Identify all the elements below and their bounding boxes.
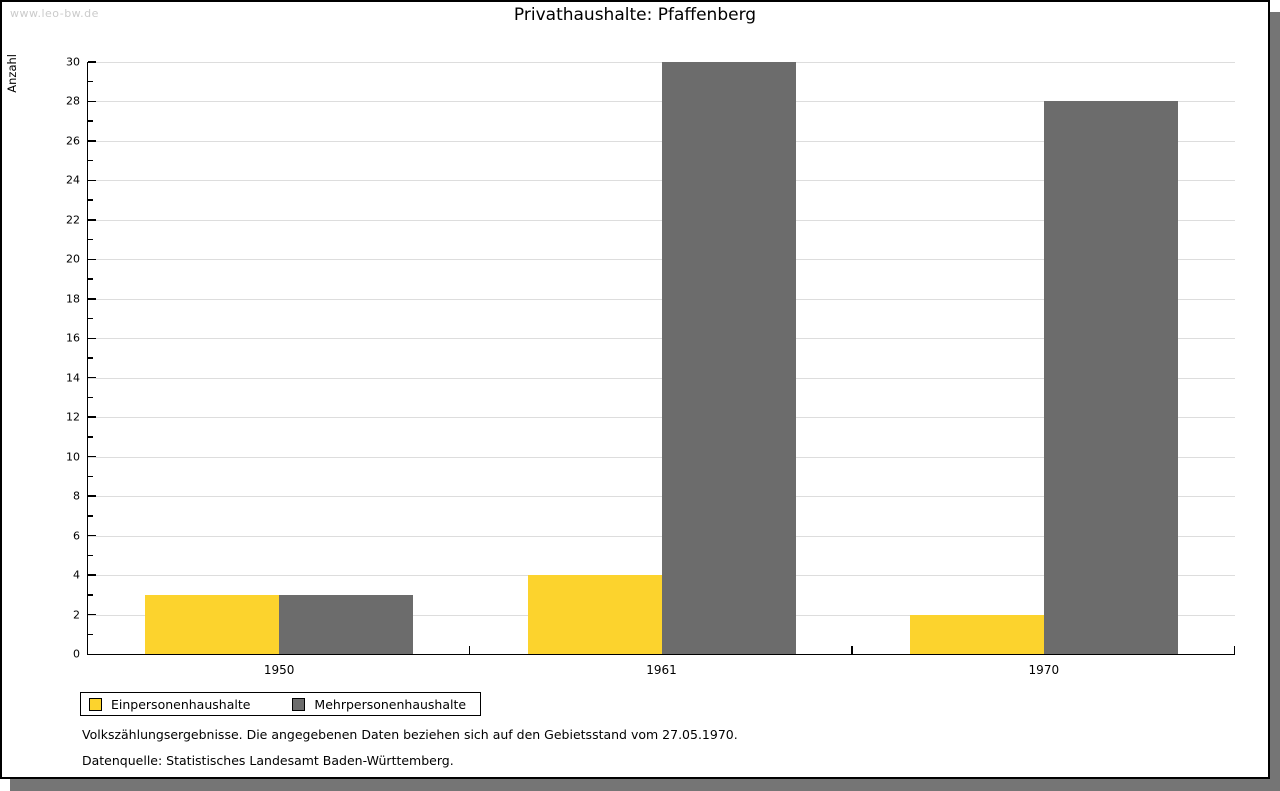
x-axis-tick bbox=[1233, 646, 1235, 654]
y-axis-tick bbox=[88, 416, 96, 418]
x-axis-tick bbox=[851, 646, 853, 654]
y-axis-tick-label: 14 bbox=[66, 371, 80, 385]
y-axis-tick bbox=[88, 495, 96, 497]
x-axis-tick bbox=[468, 646, 471, 654]
y-axis-tick bbox=[88, 554, 93, 557]
y-axis-tick bbox=[88, 100, 96, 103]
y-axis-tick-label: 24 bbox=[66, 173, 80, 187]
y-axis-tick bbox=[88, 199, 93, 201]
y-axis-tick-label: 0 bbox=[73, 647, 80, 661]
y-axis-tick-label: 8 bbox=[73, 489, 80, 503]
y-axis-tick bbox=[88, 436, 93, 438]
y-axis-tick-label: 20 bbox=[66, 252, 80, 266]
y-axis-tick-label: 28 bbox=[66, 94, 80, 108]
y-axis-tick bbox=[88, 80, 93, 83]
y-axis-tick bbox=[88, 594, 93, 596]
bar-1950-einpersonen bbox=[145, 594, 280, 654]
y-axis-tick bbox=[88, 120, 93, 122]
footnote-gebietsstand: Volkszählungsergebnisse. Die angegebenen… bbox=[82, 727, 738, 742]
x-axis-label: 1970 bbox=[1028, 663, 1060, 677]
y-axis-tick-label: 6 bbox=[73, 529, 80, 543]
y-axis-tick bbox=[88, 159, 93, 162]
legend: Einpersonenhaushalte Mehrpersonenhaushal… bbox=[80, 692, 482, 716]
y-axis-tick bbox=[88, 455, 96, 458]
y-axis-tick bbox=[88, 534, 96, 537]
y-axis-tick bbox=[88, 337, 96, 340]
y-axis-tick bbox=[88, 238, 93, 241]
y-axis-tick-label: 4 bbox=[73, 568, 80, 582]
footnote-datenquelle: Datenquelle: Statistisches Landesamt Bad… bbox=[82, 753, 454, 768]
y-axis-tick bbox=[88, 357, 93, 359]
plot-area: 1950 1961 1970 0 2 4 6 8 10 12 14 16 18 20 22 24 26 28 30 bbox=[66, 57, 1235, 677]
watermark: www.leo-bw.de bbox=[10, 7, 99, 20]
legend-label: Einpersonenhaushalte bbox=[111, 696, 251, 712]
y-axis-title: Anzahl bbox=[5, 54, 19, 93]
y-axis-tick bbox=[88, 61, 96, 63]
y-axis-tick bbox=[88, 219, 96, 221]
chart-window: www.leo-bw.de Privathaushalte: Pfaffenbe… bbox=[0, 0, 1270, 779]
bar-1961-mehrpersonen bbox=[661, 62, 796, 654]
x-axis-label: 1950 bbox=[263, 663, 295, 677]
legend-label: Mehrpersonenhaushalte bbox=[314, 696, 467, 712]
y-axis-tick-label: 18 bbox=[66, 292, 80, 306]
y-axis-tick bbox=[88, 475, 93, 478]
y-axis-tick bbox=[88, 376, 96, 379]
bar-1970-mehrpersonen bbox=[1043, 101, 1178, 654]
y-axis-tick bbox=[88, 278, 93, 280]
y-axis-tick-label: 30 bbox=[66, 55, 80, 69]
legend-item: Mehrpersonenhaushalte bbox=[292, 697, 466, 712]
bar-1950-mehrpersonen bbox=[279, 594, 414, 654]
legend-swatch-einpersonenhaushalte bbox=[89, 697, 102, 711]
y-axis-tick bbox=[88, 613, 96, 616]
y-axis-tick-label: 26 bbox=[66, 134, 80, 148]
y-axis-tick bbox=[88, 140, 96, 142]
y-axis-tick bbox=[88, 179, 96, 182]
y-axis-tick bbox=[88, 258, 96, 261]
y-axis-tick bbox=[88, 317, 93, 320]
chart-title: Privathaushalte: Pfaffenberg bbox=[513, 5, 757, 25]
legend-item: Einpersonenhaushalte bbox=[89, 697, 250, 712]
bar-1970-einpersonen bbox=[909, 614, 1044, 654]
y-axis-tick-label: 2 bbox=[73, 608, 80, 622]
y-axis-tick bbox=[88, 574, 96, 576]
x-axis-label: 1961 bbox=[646, 663, 677, 677]
y-axis-tick bbox=[88, 298, 96, 300]
legend-swatch-mehrpersonenhaushalte bbox=[292, 697, 306, 711]
y-axis-tick-label: 12 bbox=[66, 410, 80, 424]
y-axis-tick bbox=[88, 515, 93, 517]
y-axis-tick-label: 16 bbox=[66, 331, 80, 345]
y-axis-tick bbox=[88, 633, 93, 636]
bar-1961-einpersonen bbox=[527, 575, 662, 654]
y-axis-tick bbox=[88, 396, 93, 399]
y-axis-tick-label: 10 bbox=[66, 450, 80, 464]
y-axis-tick-label: 22 bbox=[66, 213, 80, 227]
